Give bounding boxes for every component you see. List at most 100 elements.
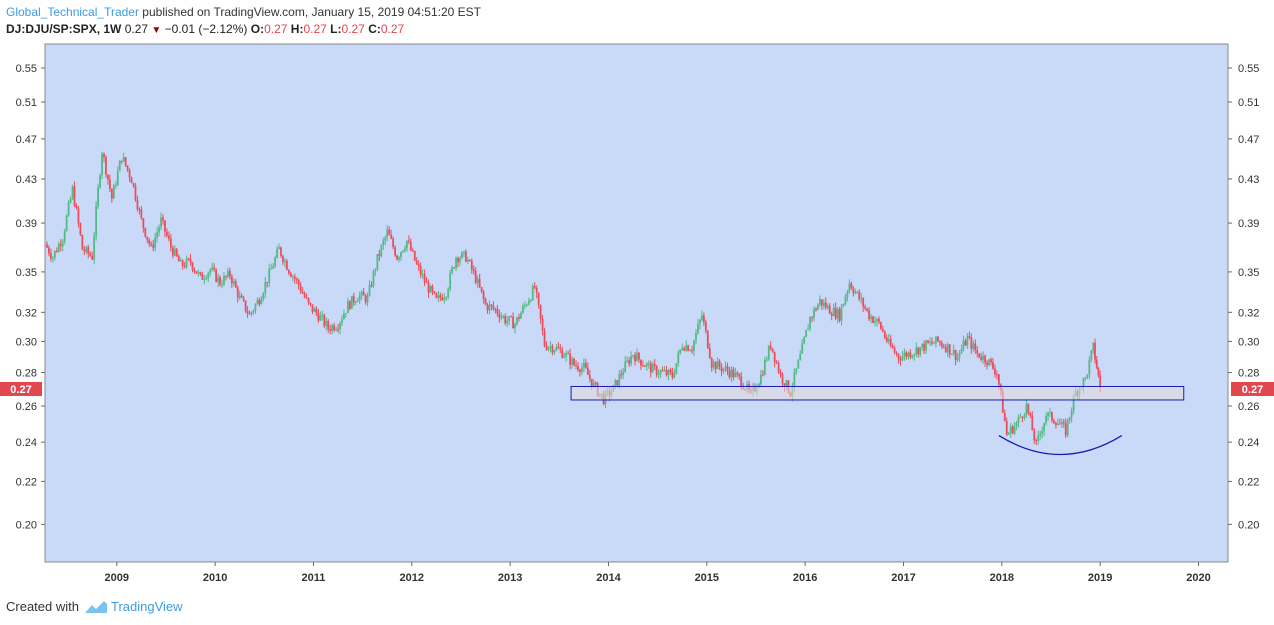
candle-up bbox=[846, 291, 849, 297]
candle-up bbox=[988, 359, 990, 365]
candle-up bbox=[95, 205, 98, 236]
y-tick-label-left: 0.28 bbox=[16, 368, 37, 380]
candle-down bbox=[166, 231, 168, 236]
candle-up bbox=[1039, 433, 1042, 436]
candle-up bbox=[65, 215, 68, 231]
candle-up bbox=[384, 236, 387, 241]
candle-up bbox=[693, 340, 695, 352]
candle-up bbox=[972, 343, 975, 349]
candle-down bbox=[616, 380, 619, 386]
candle-up bbox=[685, 345, 688, 351]
candle-up bbox=[405, 240, 408, 249]
candle-up bbox=[116, 170, 119, 186]
candle-down bbox=[783, 383, 786, 388]
candle-down bbox=[77, 208, 80, 224]
candle-up bbox=[227, 270, 229, 277]
candle-down bbox=[286, 260, 288, 270]
candle-up bbox=[860, 298, 863, 300]
candle-up bbox=[645, 363, 648, 367]
candle-down bbox=[1021, 416, 1024, 418]
candle-down bbox=[883, 331, 886, 338]
candle-down bbox=[579, 369, 581, 372]
candle-up bbox=[61, 241, 64, 247]
candle-down bbox=[771, 348, 774, 352]
candle-up bbox=[520, 312, 522, 319]
candle-down bbox=[309, 302, 312, 305]
candle-down bbox=[720, 367, 723, 372]
low-value: 0.27 bbox=[341, 22, 365, 36]
candle-down bbox=[590, 378, 593, 387]
candle-up bbox=[354, 301, 357, 303]
candle-down bbox=[136, 199, 139, 210]
candle-down bbox=[1097, 368, 1100, 376]
candle-down bbox=[769, 345, 772, 349]
candle-up bbox=[911, 355, 914, 358]
candle-up bbox=[374, 269, 377, 272]
candle-up bbox=[197, 272, 200, 274]
candle-up bbox=[264, 281, 267, 294]
candle-up bbox=[421, 274, 424, 276]
candle-down bbox=[187, 258, 190, 260]
candle-up bbox=[657, 373, 660, 375]
candle-down bbox=[242, 297, 245, 301]
candle-up bbox=[284, 260, 286, 263]
candle-down bbox=[573, 358, 575, 366]
candle-up bbox=[372, 271, 375, 286]
candle-down bbox=[512, 316, 514, 329]
y-tick-label-left: 0.47 bbox=[16, 134, 37, 146]
high-label: H: bbox=[290, 22, 304, 36]
candle-up bbox=[254, 304, 257, 311]
candle-down bbox=[1003, 412, 1006, 422]
candle-down bbox=[234, 281, 237, 288]
candle-down bbox=[181, 260, 184, 266]
y-tick-label-right: 0.39 bbox=[1238, 218, 1259, 230]
candle-up bbox=[185, 258, 188, 267]
candle-down bbox=[87, 247, 90, 254]
candle-down bbox=[457, 257, 459, 263]
author-link[interactable]: Global_Technical_Trader bbox=[6, 5, 139, 19]
candle-up bbox=[523, 304, 526, 306]
candle-down bbox=[895, 352, 898, 354]
candle-down bbox=[130, 177, 133, 184]
candle-up bbox=[1015, 422, 1018, 427]
candle-up bbox=[1068, 417, 1071, 421]
close-value: 0.27 bbox=[380, 22, 405, 36]
candle-down bbox=[228, 270, 231, 277]
candle-up bbox=[553, 350, 556, 353]
candle-down bbox=[584, 362, 587, 368]
candle-up bbox=[97, 187, 100, 206]
candle-up bbox=[278, 247, 280, 250]
candle-down bbox=[1055, 422, 1057, 426]
candle-down bbox=[464, 251, 467, 262]
candle-up bbox=[221, 284, 223, 286]
y-tick-label-left: 0.51 bbox=[16, 97, 37, 109]
candle-down bbox=[970, 337, 973, 349]
candle-down bbox=[661, 370, 664, 372]
candle-down bbox=[126, 165, 129, 171]
candle-down bbox=[352, 295, 355, 303]
candle-up bbox=[960, 349, 963, 354]
candle-down bbox=[333, 325, 336, 331]
candle-up bbox=[817, 304, 819, 311]
candle-up bbox=[1049, 411, 1051, 413]
candle-down bbox=[781, 374, 784, 384]
candle-down bbox=[872, 316, 874, 323]
candle-down bbox=[311, 304, 314, 312]
candle-down bbox=[569, 353, 572, 365]
x-tick-label: 2019 bbox=[1088, 572, 1112, 584]
candle-down bbox=[362, 291, 365, 296]
candle-up bbox=[982, 355, 985, 360]
tradingview-brand-link[interactable]: TradingView bbox=[110, 599, 183, 614]
candle-down bbox=[120, 160, 123, 162]
candle-down bbox=[986, 362, 988, 365]
candle-down bbox=[994, 368, 996, 375]
candle-down bbox=[327, 320, 330, 330]
candle-down bbox=[905, 352, 908, 357]
y-tick-label-left: 0.35 bbox=[16, 267, 37, 279]
candle-up bbox=[325, 320, 328, 326]
candle-up bbox=[785, 380, 788, 388]
candle-down bbox=[474, 270, 477, 283]
candle-down bbox=[504, 316, 507, 324]
candle-up bbox=[386, 229, 389, 237]
